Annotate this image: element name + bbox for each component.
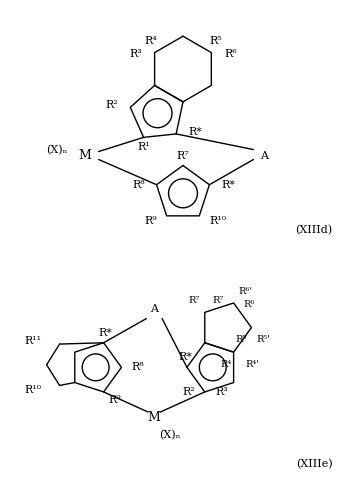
Text: R*: R* <box>99 328 113 338</box>
Text: R⁶': R⁶' <box>239 286 253 296</box>
Text: R¹: R¹ <box>137 142 150 152</box>
Text: M: M <box>148 410 161 424</box>
Text: R*: R* <box>178 352 192 362</box>
Text: R²: R² <box>182 387 195 397</box>
Text: R⁵: R⁵ <box>235 335 247 344</box>
Text: R³: R³ <box>216 388 229 398</box>
Text: A: A <box>150 304 158 314</box>
Text: R⁶: R⁶ <box>224 48 237 58</box>
Text: R*: R* <box>221 180 235 190</box>
Text: A: A <box>260 150 268 160</box>
Text: R⁷: R⁷ <box>213 296 224 305</box>
Text: R⁵: R⁵ <box>209 36 222 46</box>
Text: R¹⁰: R¹⁰ <box>209 216 226 226</box>
Text: R⁹: R⁹ <box>144 216 157 226</box>
Text: M: M <box>79 149 92 162</box>
Text: R¹¹: R¹¹ <box>25 336 42 346</box>
Text: R⁹: R⁹ <box>109 395 121 405</box>
Text: R⁴': R⁴' <box>246 360 260 368</box>
Text: R⁸: R⁸ <box>131 362 144 372</box>
Text: R¹⁰: R¹⁰ <box>25 386 42 396</box>
Text: R⁶: R⁶ <box>244 300 255 310</box>
Text: (X)ₙ: (X)ₙ <box>46 146 68 156</box>
Text: R*: R* <box>188 127 202 137</box>
Text: R²: R² <box>105 100 118 110</box>
Text: R⁴: R⁴ <box>144 36 157 46</box>
Text: (XIIId): (XIIId) <box>296 225 333 235</box>
Text: R³: R³ <box>129 48 142 58</box>
Text: R⁸: R⁸ <box>132 180 145 190</box>
Text: R⁵': R⁵' <box>256 335 270 344</box>
Text: R⁴: R⁴ <box>220 360 231 368</box>
Text: (X)ₙ: (X)ₙ <box>159 430 181 440</box>
Text: R⁷: R⁷ <box>177 150 189 160</box>
Text: (XIIIe): (XIIIe) <box>296 458 332 469</box>
Text: R⁷: R⁷ <box>189 296 200 305</box>
